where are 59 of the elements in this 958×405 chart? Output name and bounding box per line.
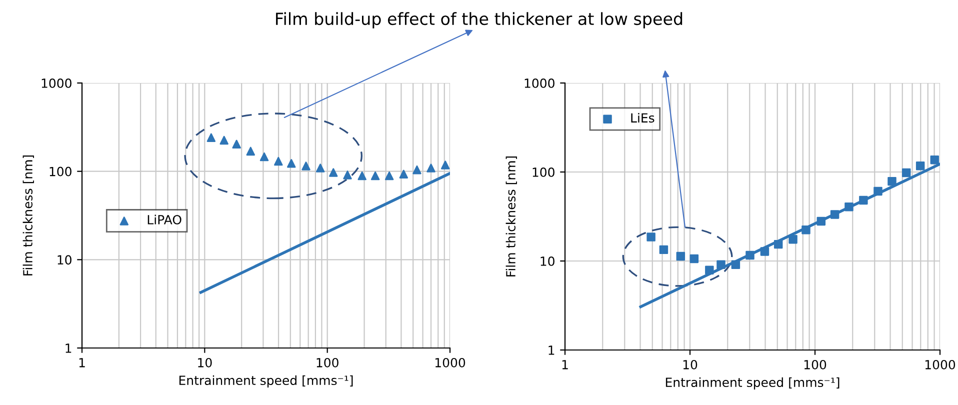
point	[370, 171, 380, 180]
chart-title: Film build-up effect of the thickener at low speed	[276, 12, 682, 28]
point	[830, 210, 840, 219]
point	[274, 156, 283, 166]
point	[329, 168, 338, 177]
point	[816, 216, 826, 226]
point	[844, 202, 854, 212]
point	[788, 235, 798, 244]
x-tick-label: 100	[316, 358, 338, 368]
point	[659, 245, 668, 254]
x-tick-label: 10	[198, 358, 212, 368]
point	[220, 136, 228, 145]
y-tick-label: 1	[548, 346, 554, 355]
point	[399, 170, 408, 178]
point	[316, 164, 325, 172]
point	[384, 171, 394, 180]
legend-label: LiPAO	[148, 214, 182, 224]
point	[859, 196, 868, 205]
y-tick-label: 100	[50, 166, 72, 176]
point	[716, 260, 726, 270]
legend-label: LiEs	[631, 112, 654, 123]
point	[746, 250, 754, 260]
point	[246, 146, 256, 156]
point	[232, 140, 241, 149]
point	[930, 155, 940, 164]
point	[440, 160, 450, 170]
x-tick-label: 1000	[435, 358, 466, 368]
point	[874, 186, 882, 196]
point	[302, 162, 310, 170]
y-tick-label: 1000	[524, 78, 554, 88]
y-tick-label: 1	[66, 344, 72, 353]
point	[286, 159, 296, 168]
point	[412, 165, 422, 174]
y-tick-label: 100	[532, 167, 554, 177]
point	[343, 170, 352, 180]
y-tick-label: 10	[540, 256, 554, 266]
y-axis-title: Film thickness [nm]	[22, 155, 34, 276]
x-axis-title: Entrainment speed [mms⁻¹]	[179, 375, 353, 388]
point	[774, 240, 783, 249]
x-tick-label: 1000	[925, 360, 956, 370]
y-axis-title: Film thickness [nm]	[506, 156, 517, 276]
x-axis-title: Entrainment speed [mms⁻¹]	[666, 377, 840, 390]
point	[916, 162, 925, 170]
y-tick-label: 10	[58, 255, 72, 265]
point	[802, 225, 810, 234]
point	[902, 168, 911, 178]
point	[358, 171, 366, 180]
point	[731, 260, 740, 270]
x-tick-label: 100	[804, 360, 826, 370]
x-tick-label: 1	[79, 358, 85, 368]
y-tick-label: 1000	[42, 78, 72, 88]
point	[260, 152, 269, 162]
x-tick-label: 1	[562, 360, 568, 370]
point	[426, 164, 436, 172]
point	[760, 247, 770, 256]
x-tick-label: 10	[683, 360, 698, 370]
point	[888, 176, 896, 186]
point	[690, 254, 699, 264]
point	[646, 232, 656, 242]
